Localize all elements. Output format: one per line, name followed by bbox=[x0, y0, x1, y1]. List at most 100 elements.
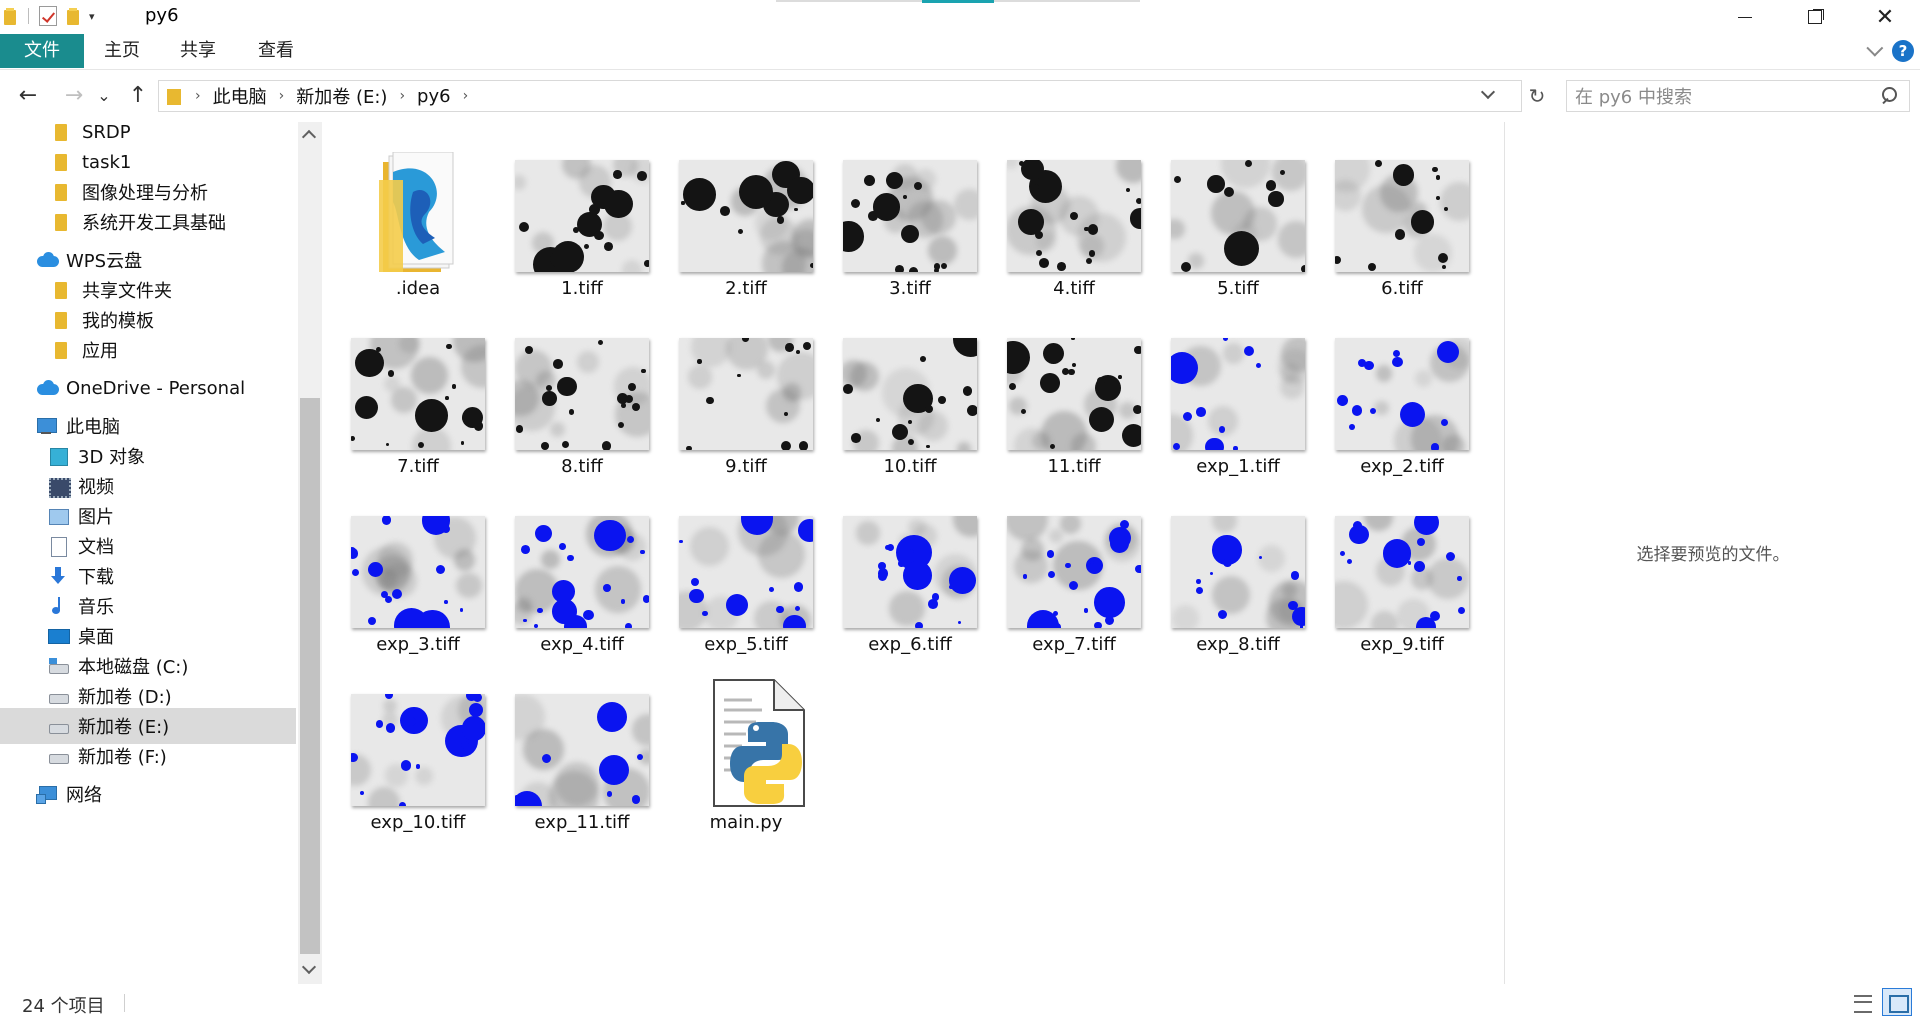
address-dropdown-icon[interactable] bbox=[1481, 85, 1495, 99]
breadcrumb-drive-e[interactable]: 新加卷 (E:) bbox=[296, 83, 387, 109]
recent-locations-button[interactable]: ⌄ bbox=[96, 82, 112, 110]
scroll-down-icon[interactable] bbox=[302, 960, 316, 974]
file-item[interactable]: 5.tiff bbox=[1144, 122, 1308, 292]
thumbnail-mark bbox=[368, 787, 401, 806]
details-view-icon[interactable] bbox=[1850, 990, 1876, 1016]
file-item[interactable]: exp_5.tiff bbox=[652, 478, 816, 648]
file-list: .idea 1.tiff 2.tiff 3.tiff 4.tiff 5.tiff 6.tif… bbox=[324, 122, 1504, 984]
breadcrumb-separator[interactable]: › bbox=[463, 88, 469, 104]
minimize-button[interactable] bbox=[1710, 0, 1780, 34]
thumbnail-mark bbox=[1245, 160, 1252, 167]
music-icon bbox=[48, 596, 68, 616]
large-icons-view-icon[interactable] bbox=[1882, 988, 1912, 1016]
tab-share[interactable]: 共享 bbox=[162, 34, 234, 68]
sidebar-item-label: 网络 bbox=[66, 781, 102, 807]
file-item[interactable]: 11.tiff bbox=[980, 300, 1144, 470]
tab-file[interactable]: 文件 bbox=[0, 34, 84, 68]
file-name: 8.tiff bbox=[488, 456, 676, 477]
file-item[interactable]: exp_1.tiff bbox=[1144, 300, 1308, 470]
breadcrumb-this-pc[interactable]: 此电脑 bbox=[213, 83, 267, 109]
back-button[interactable]: ← bbox=[14, 82, 42, 110]
file-item[interactable]: 10.tiff bbox=[816, 300, 980, 470]
search-input[interactable]: 在 py6 中搜索 bbox=[1566, 80, 1910, 112]
thumbnail-mark bbox=[1446, 552, 1455, 561]
download-icon bbox=[48, 566, 68, 586]
file-item[interactable]: 4.tiff bbox=[980, 122, 1144, 292]
thumbnail-mark bbox=[1347, 559, 1352, 564]
tab-view[interactable]: 查看 bbox=[240, 34, 312, 68]
sidebar-item-item[interactable]: 应用 bbox=[0, 332, 296, 368]
expand-ribbon-icon[interactable] bbox=[1866, 40, 1883, 57]
search-placeholder[interactable]: 在 py6 中搜索 bbox=[1575, 83, 1879, 109]
file-item[interactable]: exp_4.tiff bbox=[488, 478, 652, 648]
scrollbar-thumb[interactable] bbox=[300, 398, 320, 954]
sidebar-item-item[interactable]: 网络 bbox=[0, 776, 296, 812]
refresh-button[interactable]: ↻ bbox=[1523, 82, 1551, 110]
file-item[interactable]: exp_3.tiff bbox=[324, 478, 488, 648]
thumbnail-mark bbox=[1413, 414, 1420, 421]
search-icon[interactable] bbox=[1879, 86, 1899, 106]
file-name: exp_11.tiff bbox=[488, 812, 676, 833]
sidebar-item-label: 本地磁盘 (C:) bbox=[78, 653, 188, 679]
breadcrumb-py6[interactable]: py6 bbox=[417, 86, 451, 107]
help-icon[interactable]: ? bbox=[1892, 40, 1914, 62]
file-item[interactable]: 6.tiff bbox=[1308, 122, 1472, 292]
thumbnail-mark bbox=[1207, 175, 1225, 193]
file-item[interactable]: exp_7.tiff bbox=[980, 478, 1144, 648]
file-item[interactable]: 3.tiff bbox=[816, 122, 980, 292]
sidebar-item-f[interactable]: 新加卷 (F:) bbox=[0, 738, 296, 774]
image-thumbnail bbox=[1171, 516, 1305, 628]
thumbnail-mark bbox=[1023, 574, 1027, 578]
file-item[interactable]: 7.tiff bbox=[324, 300, 488, 470]
thumbnail-mark bbox=[1218, 610, 1227, 619]
file-item[interactable]: exp_6.tiff bbox=[816, 478, 980, 648]
thumbnail-mark bbox=[1219, 426, 1226, 433]
sidebar-item-label: 新加卷 (E:) bbox=[78, 713, 169, 739]
thumbnail-mark bbox=[1352, 405, 1363, 416]
breadcrumb-separator[interactable]: › bbox=[195, 88, 201, 104]
thumbnail-mark bbox=[909, 267, 918, 272]
thumbnail-mark bbox=[456, 573, 481, 598]
image-thumbnail bbox=[843, 160, 977, 272]
file-item[interactable]: .idea bbox=[324, 122, 488, 292]
sidebar-item-label: 桌面 bbox=[78, 623, 114, 649]
drive-icon bbox=[48, 746, 68, 766]
up-button[interactable]: ↑ bbox=[124, 82, 152, 110]
properties-icon[interactable] bbox=[39, 6, 57, 26]
thumbnail-mark bbox=[856, 521, 879, 544]
file-item[interactable]: main.py bbox=[652, 656, 816, 826]
file-item[interactable]: exp_10.tiff bbox=[324, 656, 488, 826]
thumbnail-mark bbox=[641, 369, 645, 373]
title-bar: ▾ py6 ✕ bbox=[0, 0, 1920, 34]
new-folder-icon[interactable] bbox=[67, 8, 81, 25]
thumbnail-mark bbox=[1009, 383, 1016, 390]
file-name: main.py bbox=[652, 812, 840, 833]
file-item[interactable]: exp_11.tiff bbox=[488, 656, 652, 826]
close-button[interactable]: ✕ bbox=[1850, 0, 1920, 34]
file-item[interactable]: 1.tiff bbox=[488, 122, 652, 292]
breadcrumb-separator[interactable]: › bbox=[399, 88, 405, 104]
tab-home[interactable]: 主页 bbox=[86, 34, 158, 68]
file-item[interactable]: 9.tiff bbox=[652, 300, 816, 470]
file-item[interactable]: 8.tiff bbox=[488, 300, 652, 470]
file-item[interactable]: exp_2.tiff bbox=[1308, 300, 1472, 470]
sidebar-item-item[interactable]: 系统开发工具基础 bbox=[0, 204, 296, 240]
address-bar[interactable]: › 此电脑 › 新加卷 (E:) › py6 › ↻ bbox=[158, 80, 1522, 112]
breadcrumb-separator[interactable]: › bbox=[279, 88, 285, 104]
file-item[interactable]: exp_8.tiff bbox=[1144, 478, 1308, 648]
file-name: 9.tiff bbox=[652, 456, 840, 477]
thumbnail-mark bbox=[953, 516, 977, 537]
scroll-up-icon[interactable] bbox=[302, 130, 316, 144]
thumbnail-mark bbox=[1349, 525, 1368, 544]
sidebar-item-onedrive-personal[interactable]: OneDrive - Personal bbox=[0, 370, 296, 406]
customize-dropdown-icon[interactable]: ▾ bbox=[89, 10, 99, 23]
navigation-pane-scrollbar[interactable] bbox=[298, 122, 322, 984]
thumbnail-mark bbox=[386, 443, 389, 446]
restore-button[interactable] bbox=[1780, 0, 1850, 34]
thumbnail-mark bbox=[1068, 369, 1074, 375]
file-item[interactable]: 2.tiff bbox=[652, 122, 816, 292]
preview-divider[interactable] bbox=[1504, 122, 1505, 984]
file-item[interactable]: exp_9.tiff bbox=[1308, 478, 1472, 648]
thumbnail-mark bbox=[1021, 409, 1026, 414]
forward-button[interactable]: → bbox=[60, 82, 88, 110]
